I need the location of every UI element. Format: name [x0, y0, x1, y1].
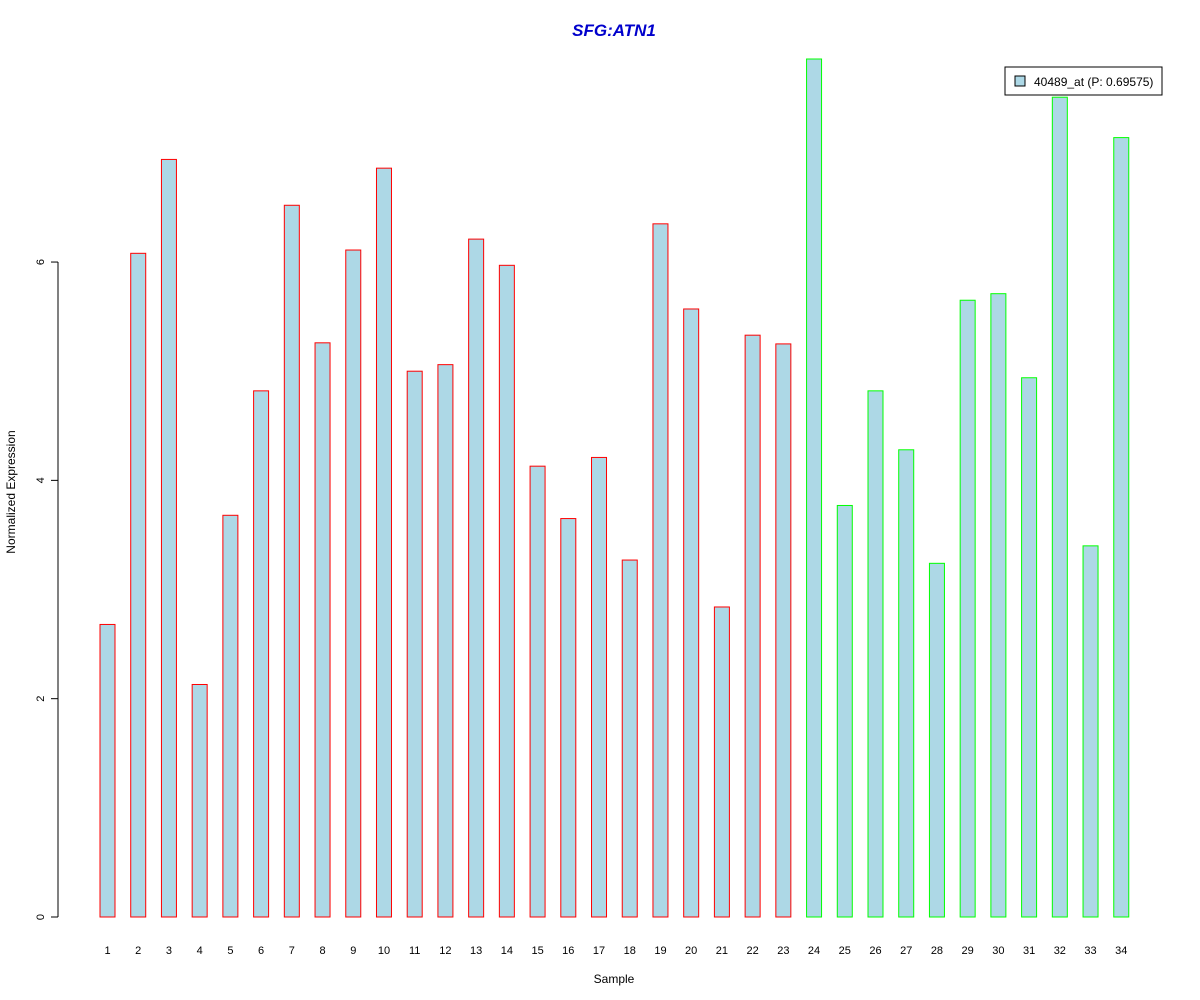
bar-sample-10	[375, 167, 392, 918]
x-tick-label: 3	[166, 945, 172, 957]
x-tick-label: 26	[869, 945, 881, 957]
x-axis-label: Sample	[594, 972, 635, 986]
x-tick-label: 1	[104, 945, 110, 957]
legend-swatch	[1014, 75, 1026, 87]
x-tick-label: 13	[470, 945, 482, 957]
legend-entry-label: 40489_at (P: 0.69575)	[1034, 75, 1153, 89]
bar-sample-8	[314, 342, 331, 918]
y-axis-tick-label: 4	[35, 477, 47, 483]
bar-sample-9	[345, 249, 362, 918]
bar-sample-20	[683, 308, 700, 918]
x-axis-tick-labels: 1 2 3 4 5 6 7 8 9 10 11 12 13 14 15 16 17 18 19 20 21 22 23 24 2…	[104, 945, 1127, 957]
y-axis-tick-label: 2	[35, 696, 47, 702]
bar-sample-30	[990, 293, 1007, 918]
x-tick-label: 30	[992, 945, 1004, 957]
x-tick-label: 7	[289, 945, 295, 957]
x-tick-label: 11	[409, 945, 420, 957]
x-tick-label: 9	[350, 945, 356, 957]
x-tick-label: 28	[931, 945, 943, 957]
x-tick-label: 14	[501, 945, 513, 957]
bar-sample-27	[898, 449, 915, 918]
bar-sample-22	[744, 334, 761, 918]
bar-sample-25	[836, 504, 853, 918]
legend-box	[1004, 66, 1163, 96]
x-tick-label: 2	[135, 945, 141, 957]
bar-sample-15	[529, 465, 546, 918]
x-tick-label: 27	[900, 945, 912, 957]
x-tick-label: 15	[531, 945, 543, 957]
x-tick-label: 23	[777, 945, 789, 957]
legend: 40489_at (P: 0.69575)	[1004, 66, 1163, 96]
x-tick-label: 29	[962, 945, 974, 957]
bar-sample-19	[652, 223, 669, 918]
y-axis-label: Normalized Expression	[4, 430, 18, 553]
y-axis-tick-label: 0	[35, 914, 47, 920]
bar-sample-2	[130, 252, 147, 918]
bars	[99, 58, 1130, 918]
bar-sample-29	[959, 299, 976, 918]
x-tick-label: 33	[1084, 945, 1096, 957]
bar-sample-6	[253, 390, 270, 918]
bar-sample-23	[775, 343, 792, 918]
bar-sample-7	[283, 204, 300, 918]
bar-sample-21	[713, 606, 730, 918]
bar-sample-1	[99, 623, 116, 918]
x-tick-label: 12	[439, 945, 451, 957]
bar-sample-16	[560, 518, 577, 918]
x-tick-label: 20	[685, 945, 697, 957]
bar-sample-34	[1113, 137, 1130, 918]
bar-sample-33	[1082, 545, 1099, 918]
bar-sample-31	[1021, 377, 1038, 918]
x-tick-label: 22	[746, 945, 758, 957]
bar-sample-18	[621, 559, 638, 918]
bar-sample-28	[928, 562, 945, 918]
bar-sample-12	[437, 364, 454, 918]
x-tick-label: 32	[1054, 945, 1066, 957]
bar-sample-11	[406, 370, 423, 918]
x-tick-label: 8	[319, 945, 325, 957]
y-axis: 0 2 4 6	[35, 259, 59, 920]
bar-sample-5	[222, 514, 239, 918]
bar-sample-26	[867, 390, 884, 918]
x-tick-label: 31	[1023, 945, 1035, 957]
x-tick-label: 17	[593, 945, 605, 957]
x-tick-label: 21	[716, 945, 728, 957]
bar-sample-4	[191, 683, 208, 918]
bar-sample-3	[160, 158, 177, 918]
bar-sample-24	[806, 58, 823, 918]
x-tick-label: 19	[654, 945, 666, 957]
x-tick-label: 34	[1115, 945, 1127, 957]
y-axis-tick-label: 6	[35, 259, 47, 265]
x-tick-label: 24	[808, 945, 820, 957]
x-tick-label: 10	[378, 945, 390, 957]
x-tick-label: 5	[227, 945, 233, 957]
x-tick-label: 6	[258, 945, 264, 957]
x-tick-label: 18	[624, 945, 636, 957]
bar-sample-17	[591, 456, 608, 918]
bar-sample-32	[1051, 96, 1068, 918]
x-tick-label: 25	[839, 945, 851, 957]
x-tick-label: 16	[562, 945, 574, 957]
x-tick-label: 4	[197, 945, 203, 957]
bar-sample-13	[468, 238, 485, 918]
chart-title: SFG:ATN1	[572, 21, 656, 40]
bar-sample-14	[498, 264, 515, 918]
